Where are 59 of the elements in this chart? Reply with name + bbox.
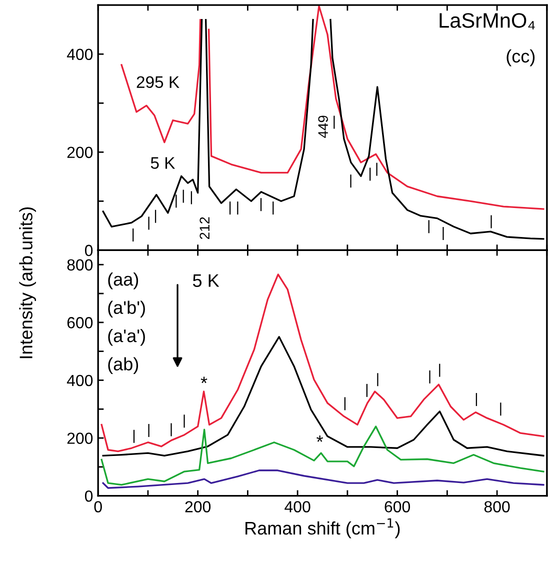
x-tick-label: 800 [484, 501, 510, 512]
annotation: * [200, 376, 208, 384]
annotation: | [132, 228, 134, 242]
annotation: | [442, 227, 444, 240]
x-tick-label: 400 [284, 501, 310, 512]
annotation: LaSrMnO₄ [440, 13, 535, 30]
line-series [102, 470, 544, 489]
annotation: | [370, 168, 371, 181]
y-tick-label: 0 [84, 490, 93, 502]
annotation: 5 K [192, 274, 220, 287]
line-series [100, 426, 544, 486]
annotation: | [350, 174, 352, 188]
x-tick-label: 200 [185, 501, 211, 512]
annotation: | [490, 215, 492, 228]
annotation: | [229, 202, 231, 215]
annotation: | [182, 190, 184, 203]
y-tick-label: 0 [84, 244, 93, 256]
x-axis-title: Raman shift (cm$^{−1}$) [246, 518, 400, 538]
annotation: | [429, 370, 430, 384]
annotation: (a'b') [108, 300, 145, 318]
annotation: | [428, 220, 430, 234]
annotation: 212 [200, 217, 210, 239]
annotation: | [148, 424, 150, 437]
y-tick-label: 200 [67, 146, 93, 158]
annotation: | [190, 191, 192, 204]
annotation: | [237, 202, 238, 215]
annotation: | [344, 397, 346, 410]
annotation: | [366, 384, 368, 397]
annotation: | [170, 423, 172, 436]
y-tick-label: 400 [66, 48, 93, 60]
x-tick-label: 0 [94, 501, 102, 512]
annotation: 449 [318, 116, 328, 138]
annotation: | [439, 364, 440, 377]
line-series [100, 274, 544, 452]
y-tick-label: 800 [67, 259, 93, 271]
annotation: | [500, 402, 502, 416]
annotation: (a'a') [108, 328, 145, 346]
annotation: 5 K [150, 157, 176, 169]
annotation: | [148, 216, 150, 230]
annotation: | [260, 198, 262, 212]
annotation: | [334, 116, 335, 129]
annotation: 295 K [136, 76, 180, 88]
y-axis-title: Intensity (arb.units) [19, 207, 36, 358]
x-tick-label: 600 [384, 501, 410, 512]
annotation: | [476, 393, 478, 406]
annotation: | [154, 210, 156, 223]
y-tick-label: 600 [67, 317, 93, 328]
annotation: * [316, 435, 324, 442]
y-tick-label: 400 [66, 374, 93, 386]
annotation: | [133, 430, 135, 443]
annotation: | [377, 373, 378, 386]
annotation: | [184, 414, 185, 428]
y-tick-label: 200 [67, 432, 93, 444]
annotation: | [176, 194, 177, 208]
annotation: (cc) [506, 49, 535, 66]
annotation: | [376, 162, 378, 176]
annotation: (aa) [108, 272, 138, 290]
annotation: | [272, 202, 274, 215]
annotation: (ab) [108, 357, 138, 374]
